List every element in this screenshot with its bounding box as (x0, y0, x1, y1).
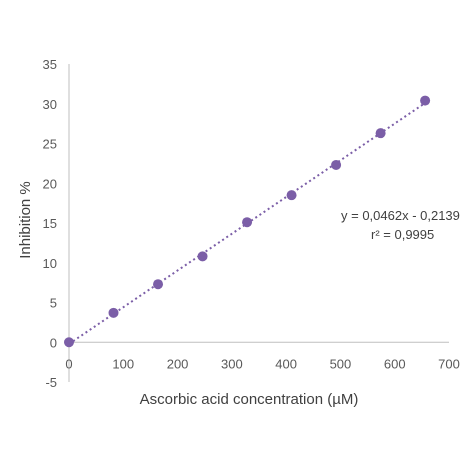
x-tick-label: 300 (221, 356, 243, 371)
trendline (68, 102, 426, 345)
x-tick-label: 600 (384, 356, 406, 371)
y-tick-label: 10 (43, 256, 57, 271)
y-tick-label: 5 (50, 296, 57, 311)
trendline-equation: y = 0,0462x - 0,2139 (341, 208, 460, 223)
data-point (242, 217, 253, 228)
y-tick-label: 30 (43, 97, 57, 112)
x-tick-label: 400 (275, 356, 297, 371)
data-point (286, 190, 297, 201)
axes (68, 64, 449, 382)
y-tick-label: -5 (45, 375, 57, 390)
x-axis-label: Ascorbic acid concentration (µM) (140, 391, 359, 408)
data-point (197, 251, 208, 262)
data-point (64, 337, 74, 348)
y-tick-label: 0 (50, 335, 57, 350)
data-points (64, 95, 431, 348)
data-point (375, 128, 386, 139)
x-tick-label: 700 (438, 356, 460, 371)
data-point (420, 95, 431, 106)
r-squared-label: r² = 0,9995 (371, 227, 434, 242)
data-point (331, 159, 342, 170)
x-tick-label: 200 (167, 356, 189, 371)
data-point (153, 279, 164, 290)
x-tick-label: 0 (65, 356, 72, 371)
data-point (108, 307, 119, 318)
tick-labels: -5 0 5 10 15 20 25 30 35 0 100 200 300 400 500 600 700 (43, 57, 460, 390)
y-tick-label: 25 (43, 137, 57, 152)
y-tick-label: 20 (43, 176, 57, 191)
y-axis-label: Inhibition % (17, 181, 34, 259)
x-tick-label: 100 (112, 356, 134, 371)
y-tick-label: 35 (43, 57, 57, 72)
x-tick-label: 500 (330, 356, 352, 371)
y-tick-label: 15 (43, 216, 57, 231)
